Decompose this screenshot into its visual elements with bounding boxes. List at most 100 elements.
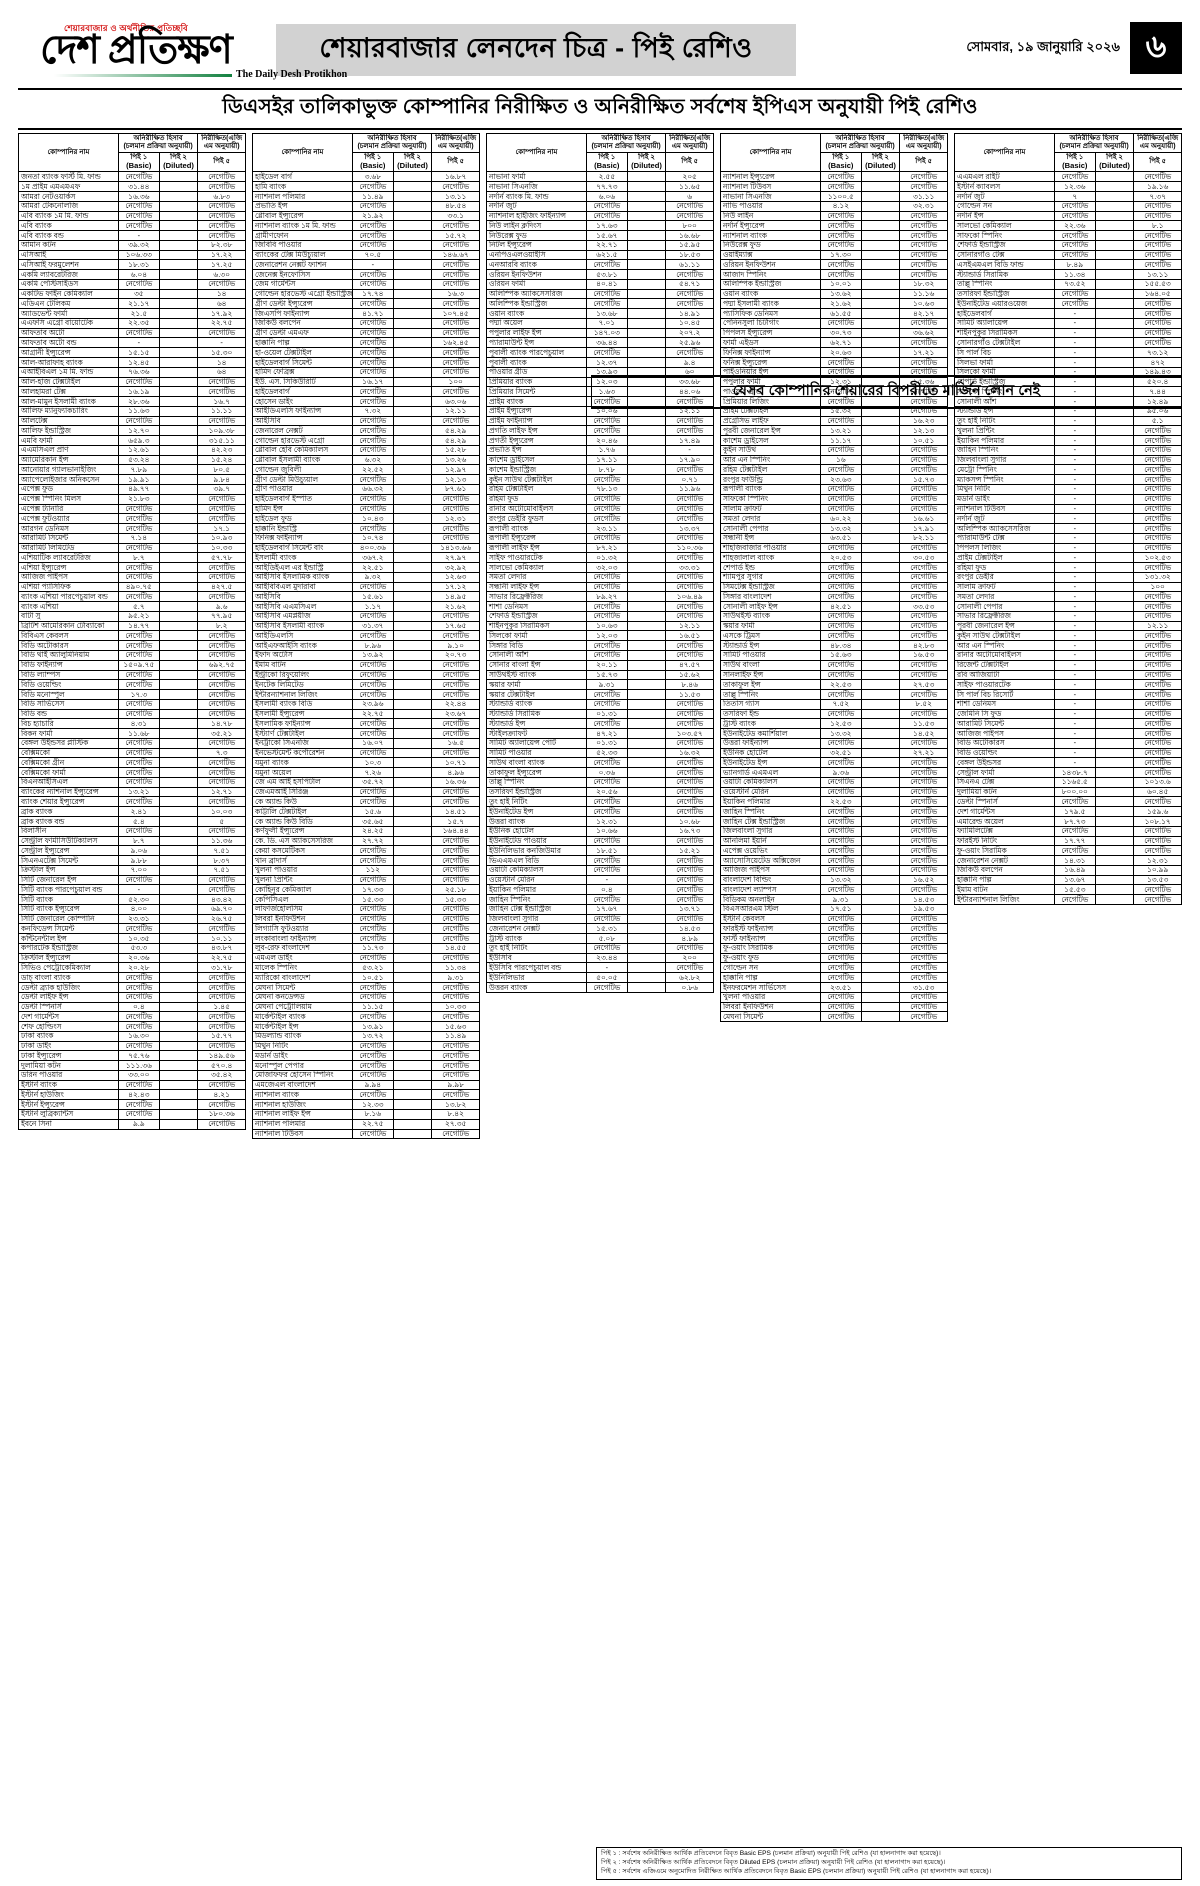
cell-company-name: শাশা ডেনিমস: [954, 698, 1055, 710]
cell-pe-diluted: [626, 308, 667, 319]
cell-pe-diluted: [626, 357, 667, 368]
table-row: আইবিবিএল মুদারাবা নেগেটিভ ১৭.১২: [252, 581, 480, 593]
cell-pe-diluted: [158, 1069, 199, 1081]
cell-company-name: মার্কেন্টাইল ইন্স: [252, 1021, 353, 1032]
cell-pe-audited: ৮.৫২: [899, 698, 948, 710]
cell-pe-basic: নেগেটিভ: [117, 171, 160, 183]
cell-company-name: তসরিফা ইন্ডাস্ট্রিজ: [486, 786, 587, 798]
cell-pe-basic: ৬২.৭১: [819, 337, 862, 349]
cell-pe-diluted: [392, 1050, 433, 1062]
cell-pe-audited: নেগেটিভ: [431, 845, 480, 857]
cell-pe-basic: নেগেটিভ: [585, 298, 628, 310]
cell-company-name: উত্তরন ব্যাংক: [486, 982, 587, 993]
cell-pe-diluted: [860, 181, 901, 192]
cell-pe-audited: ৮.৩৭: [197, 855, 246, 866]
cell-pe-basic: নেগেটিভ: [117, 767, 160, 778]
cell-pe-audited: নেগেটিভ: [665, 269, 714, 280]
cell-pe-audited: ১৭.২১: [899, 347, 948, 359]
table-row: পূবালী ব্যাংক ১২.৩৭ ৯.৪: [486, 357, 714, 368]
cell-pe-basic: নেগেটিভ: [819, 503, 862, 515]
cell-pe-basic: ১১.৭৩: [351, 942, 394, 954]
cell-pe-basic: ১২.৪৫: [117, 357, 160, 368]
cell-pe-audited: নেগেটিভ: [899, 181, 948, 192]
table-row: হাইডেল ফুড ১০.৪৩ ১২.৩১: [252, 513, 480, 525]
cell-pe-basic: নেগেটিভ: [819, 259, 862, 271]
table-row: এবি ব্যাংক বন্ড - নেগেটিভ: [18, 230, 246, 241]
table-row: শাহজিবাজার পাওয়ার নেগেটিভ নেগেটিভ: [720, 542, 948, 554]
cell-company-name: কোহিনূর কেমিক্যাল: [252, 884, 353, 896]
cell-company-name: এমবি ফার্মা: [18, 435, 119, 446]
cell-company-name: ইস্টার্ন ইন্স্যুরেন্স: [18, 1099, 119, 1110]
cell-pe-audited: নেগেটিভ: [899, 689, 948, 700]
cell-company-name: ক্রিস্টাল ইন্স্যুরেন্স: [18, 952, 119, 964]
cell-pe-audited: নেগেটিভ: [1133, 649, 1182, 661]
th-group-unaudited-l2: (চলমান প্রক্রিয়া অনুযায়ী): [1059, 143, 1129, 151]
table-row: লুব-রেফ বাংলাদেশ ১১.৭৩ ১৪.৫৫: [252, 942, 480, 954]
cell-company-name: গ্লোবাল ইন্স্যুরেন্স: [252, 210, 353, 222]
cell-pe-audited: নেগেটিভ: [431, 493, 480, 505]
cell-pe-audited: নেগেটিভ: [1133, 298, 1182, 310]
cell-pe-audited: নেগেটিভ: [197, 884, 246, 896]
cell-pe-basic: নেগেটিভ: [351, 386, 394, 398]
cell-pe-diluted: [1094, 825, 1135, 837]
table-row: রংপুর ডেইরি ফুডস নেগেটিভ নেগেটিভ: [486, 513, 714, 525]
table-row: হা-ওয়েল টেক্সটাইল নেগেটিভ নেগেটিভ: [252, 347, 480, 359]
cell-pe-basic: নেগেটিভ: [351, 659, 394, 671]
cell-company-name: ইমাম বাটন: [954, 884, 1055, 896]
cell-company-name: ব্রাক ব্যাংক: [18, 806, 119, 817]
cell-pe-diluted: [392, 415, 433, 427]
cell-pe-basic: নেগেটিভ: [351, 1069, 394, 1081]
cell-pe-diluted: [158, 737, 199, 749]
cell-pe-audited: ১০.৫১: [899, 435, 948, 446]
cell-pe-basic: ২০.৩৬: [117, 952, 160, 964]
table-row: সেন্ট্রাল ফার্মা ১৪৩৮.৭ নেগেটিভ: [954, 767, 1182, 778]
cell-pe-diluted: [860, 493, 901, 505]
cell-company-name: হাক্কানি পাল্প: [954, 874, 1055, 886]
cell-pe-audited: নেগেটিভ: [665, 649, 714, 661]
cell-company-name: যমুনা অয়েল: [252, 767, 353, 778]
cell-pe-basic: ১৭.৩৩: [351, 884, 394, 896]
cell-company-name: গোল্ডেন হারভেস্ট এগ্রো: [252, 435, 353, 446]
table-row: জনতা ব্যাংক ফার্স্ট মি. ফান্ড নেগেটিভ নেগে…: [18, 171, 246, 183]
table-row: দুলামিয়া কটন ৮০০.০০ ৬০.৪৫: [954, 786, 1182, 798]
cell-company-name: সোনালী পেপার: [954, 601, 1055, 612]
cell-pe-basic: নেগেটিভ: [585, 835, 628, 847]
cell-company-name: ওয়ান ব্যাংক: [720, 288, 821, 300]
cell-pe-basic: নেগেটিভ: [819, 786, 862, 798]
cell-pe-diluted: [158, 347, 199, 359]
cell-pe-diluted: [626, 806, 667, 817]
cell-company-name: হামি ব্যাংক: [252, 181, 353, 192]
cell-pe-basic: নেগেটিভ: [351, 357, 394, 368]
table-row: হাইডেল বার্গ ৩.৬৮ ১৬.৮৭: [252, 171, 480, 183]
cell-pe-diluted: [1094, 708, 1135, 720]
table-row: এপেক্স ওয়েভিং নেগেটিভ নেগেটিভ: [720, 845, 948, 857]
cell-pe-basic: নেগেটিভ: [1053, 825, 1096, 837]
table-row: ইন্ট্রাকো রিফুয়েলিং নেগেটিভ নেগেটিভ: [252, 669, 480, 681]
cell-company-name: জেনারেশন নেক্সট: [954, 855, 1055, 866]
cell-company-name: স্টাইলক্র্যাফট: [486, 728, 587, 739]
table-row: তসরিফা ইন্ডাস্ট্রিজ ২০.৫৬ নেগেটিভ: [486, 786, 714, 798]
cell-pe-basic: নেগেটিভ: [585, 913, 628, 925]
table-row: ফার্স্ট ফাইন্যান্স নেগেটিভ নেগেটিভ: [720, 933, 948, 944]
cell-pe-audited: ৫৪.৭১: [665, 278, 714, 290]
cell-pe-diluted: [158, 767, 199, 778]
cell-pe-diluted: [1094, 581, 1135, 593]
cell-pe-basic: নেগেটিভ: [117, 1099, 160, 1110]
table-row: এবি ব্যাংক ১ম মি. ফান্ড নেগেটিভ নেগেটিভ: [18, 210, 246, 222]
cell-pe-audited: ১০.৪৫: [665, 317, 714, 329]
cell-pe-audited: ১৪৬.৬৭: [431, 249, 480, 261]
cell-company-name: ফু-ওয়াং সিরামিক: [720, 942, 821, 954]
table-row: মডার্ন ডাইং - নেগেটিভ: [954, 493, 1182, 505]
cell-pe-diluted: [158, 991, 199, 1003]
cell-company-name: জেএমআই সিরিঞ্জ: [252, 786, 353, 798]
cell-company-name: অলিম্পিক ইন্ডাস্ট্রিজ: [720, 278, 821, 290]
cell-pe-diluted: [158, 825, 199, 837]
cell-pe-diluted: [860, 191, 901, 202]
cell-pe-basic: নেগেটিভ: [819, 444, 862, 456]
cell-pe-basic: -: [1053, 425, 1096, 437]
table-row: এনআরবি ব্যাংক নেগেটিভ ৬১.১১: [486, 259, 714, 271]
cell-pe-basic: ৩৫.৬৫: [351, 816, 394, 827]
cell-pe-diluted: [626, 884, 667, 896]
cell-pe-diluted: [1094, 532, 1135, 544]
cell-pe-diluted: [626, 659, 667, 671]
